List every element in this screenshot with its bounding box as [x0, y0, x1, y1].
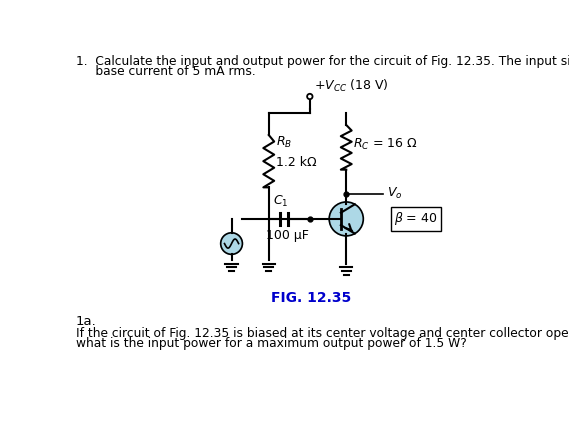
Text: $+V_{CC}$ (18 V): $+V_{CC}$ (18 V) — [315, 78, 389, 94]
Text: 100 μF: 100 μF — [266, 229, 309, 242]
Circle shape — [221, 233, 242, 254]
Text: 1a.: 1a. — [76, 315, 97, 328]
Text: base current of 5 mA rms.: base current of 5 mA rms. — [76, 65, 255, 78]
Text: $V_o$: $V_o$ — [386, 186, 402, 201]
Text: FIG. 12.35: FIG. 12.35 — [271, 291, 352, 305]
Text: $C_1$: $C_1$ — [273, 194, 288, 209]
Text: what is the input power for a maximum output power of 1.5 W?: what is the input power for a maximum ou… — [76, 337, 467, 350]
Circle shape — [329, 202, 363, 236]
Text: If the circuit of Fig. 12.35 is biased at its center voltage and center collecto: If the circuit of Fig. 12.35 is biased a… — [76, 327, 569, 340]
Text: $R_B$: $R_B$ — [276, 135, 292, 150]
Text: $\beta$ = 40: $\beta$ = 40 — [394, 210, 438, 227]
Text: 1.2 kΩ: 1.2 kΩ — [276, 156, 316, 169]
Text: $R_C$ = 16 $\Omega$: $R_C$ = 16 $\Omega$ — [353, 137, 418, 152]
Text: 1.  Calculate the input and output power for the circuit of Fig. 12.35. The inpu: 1. Calculate the input and output power … — [76, 55, 569, 68]
